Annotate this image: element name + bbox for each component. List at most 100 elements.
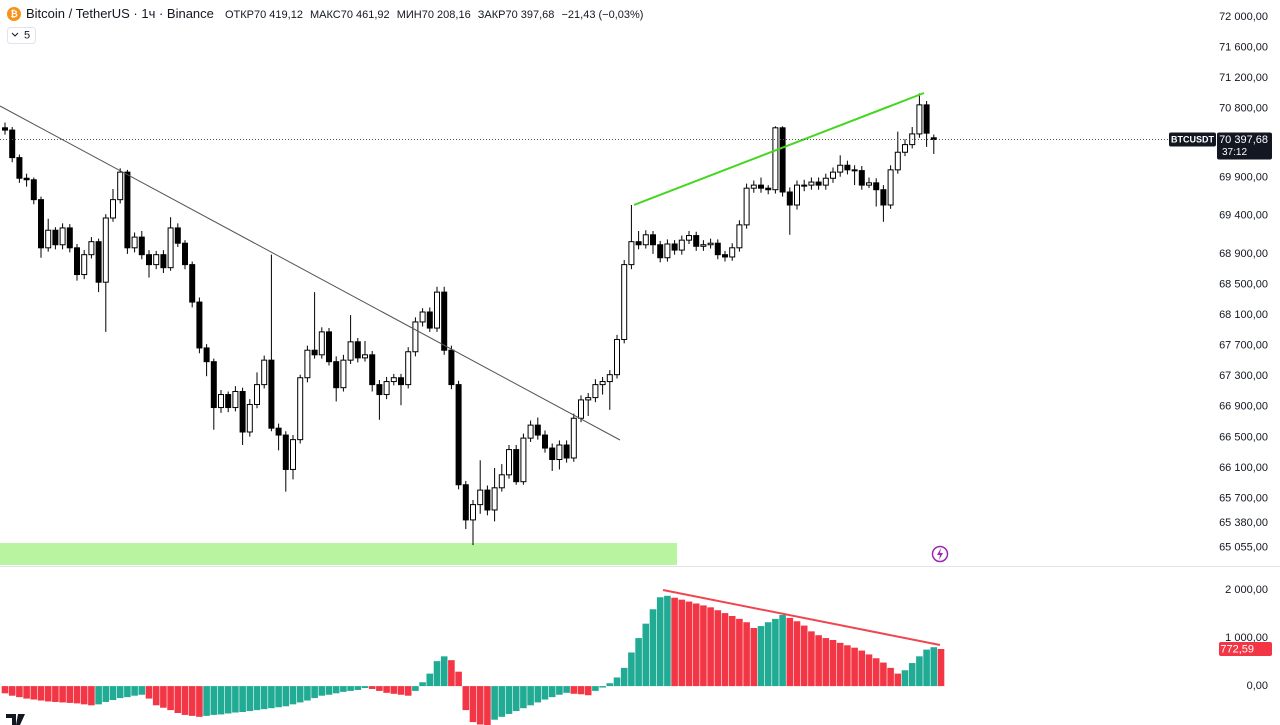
histogram-bar: [469, 686, 477, 723]
candle-body: [81, 254, 88, 276]
candle-body: [45, 229, 52, 249]
candle-body: [678, 239, 685, 251]
histogram-bar: [930, 647, 938, 687]
candle-body: [902, 144, 908, 153]
candle-body: [498, 474, 505, 489]
histogram-bar: [88, 686, 95, 706]
candle-body: [376, 384, 383, 396]
histogram-bar: [145, 686, 153, 699]
y-tick-label: 68 100,00: [1219, 309, 1268, 321]
histogram-bar: [361, 686, 369, 689]
y-tick-label: 66 900,00: [1219, 401, 1268, 413]
candle-body: [570, 417, 577, 459]
histogram-bar: [808, 631, 815, 687]
histogram-bar: [793, 621, 801, 687]
histogram-bar: [649, 609, 657, 687]
histogram-bar: [764, 622, 772, 687]
histogram-bar: [678, 599, 686, 687]
candle-body: [74, 247, 80, 276]
histogram-bar: [498, 686, 506, 717]
candle-body: [635, 241, 642, 246]
histogram-bar: [836, 642, 844, 687]
countdown-label: 37:12: [1222, 147, 1247, 158]
candle-body: [59, 227, 66, 246]
histogram-bar: [491, 686, 498, 720]
candle-body: [290, 439, 296, 470]
candle-body: [484, 489, 491, 511]
histogram-bar: [196, 686, 203, 717]
candle-body: [808, 181, 815, 186]
candle-body: [750, 184, 757, 189]
histogram-bar: [289, 686, 297, 705]
y-tick-label: 71 200,00: [1219, 72, 1268, 84]
histogram-bar: [332, 686, 340, 694]
histogram-bar: [1, 686, 9, 694]
candle-body: [837, 164, 844, 173]
candle-body: [146, 254, 152, 266]
histogram-bar: [692, 603, 700, 687]
histogram-bar: [232, 686, 239, 713]
histogram-bar: [534, 686, 542, 703]
candle-body: [542, 434, 548, 449]
candle-body: [592, 384, 599, 399]
histogram-bar: [851, 647, 858, 687]
candle-body: [196, 301, 203, 349]
symbol-icon[interactable]: [7, 7, 21, 21]
candle-body: [722, 254, 728, 258]
ohlc-label: ЗАКР: [478, 9, 506, 21]
ohlc-value: 70 397,68: [505, 9, 554, 21]
candle-body: [138, 236, 145, 256]
histogram-bar: [347, 686, 354, 691]
candle-body: [167, 227, 174, 269]
histogram-bar: [664, 595, 671, 687]
candle-body: [246, 403, 253, 433]
y-tick-label: 66 500,00: [1219, 431, 1268, 443]
y-tick-label: 65 380,00: [1219, 517, 1268, 529]
symbol-title[interactable]: Bitcoin / TetherUS · 1ч · Binance: [26, 6, 214, 21]
histogram-bar: [548, 686, 556, 698]
histogram-bar: [815, 635, 822, 687]
histogram-bar: [383, 686, 390, 693]
candle-body: [398, 377, 404, 386]
histogram-bar: [188, 686, 196, 716]
candle-body: [844, 164, 851, 171]
indicators-toggle[interactable]: [7, 27, 36, 44]
histogram-bar: [73, 686, 81, 704]
histogram-bar: [253, 686, 261, 711]
histogram-bar: [462, 686, 470, 711]
candle-body: [628, 241, 635, 266]
histogram-bar: [376, 686, 383, 691]
candle-body: [549, 447, 556, 461]
indicator-count: 5: [24, 29, 30, 41]
histogram-bar: [30, 686, 38, 700]
histogram-bar: [131, 686, 138, 696]
histogram-bar: [152, 686, 160, 706]
logo[interactable]: [6, 714, 25, 725]
histogram-bar: [296, 686, 304, 703]
candle-body: [858, 170, 865, 186]
histogram-bar: [541, 686, 549, 700]
candle-body: [405, 351, 412, 386]
histogram-bar: [923, 649, 930, 687]
histogram-bar: [505, 686, 513, 714]
candle-body: [340, 359, 347, 389]
candle-body: [182, 242, 188, 266]
candle-body: [124, 171, 131, 249]
histogram-bar: [671, 597, 678, 687]
histogram-bar: [340, 686, 347, 692]
histogram-bar: [282, 686, 290, 707]
candle-body: [333, 361, 340, 389]
histogram-bar: [872, 658, 880, 687]
candle-body: [412, 321, 419, 353]
candle-body: [318, 331, 325, 356]
candle-body: [578, 399, 584, 419]
histogram-bar: [397, 686, 405, 695]
y-tick-label: 70 800,00: [1219, 103, 1268, 115]
histogram-bar: [239, 686, 246, 713]
candle-body: [880, 189, 887, 206]
resistance-line: [633, 92, 925, 206]
candle-body: [282, 434, 289, 470]
candle-body: [513, 449, 520, 483]
candle-body: [729, 247, 736, 258]
ohlc-value: 70 461,92: [341, 9, 390, 21]
